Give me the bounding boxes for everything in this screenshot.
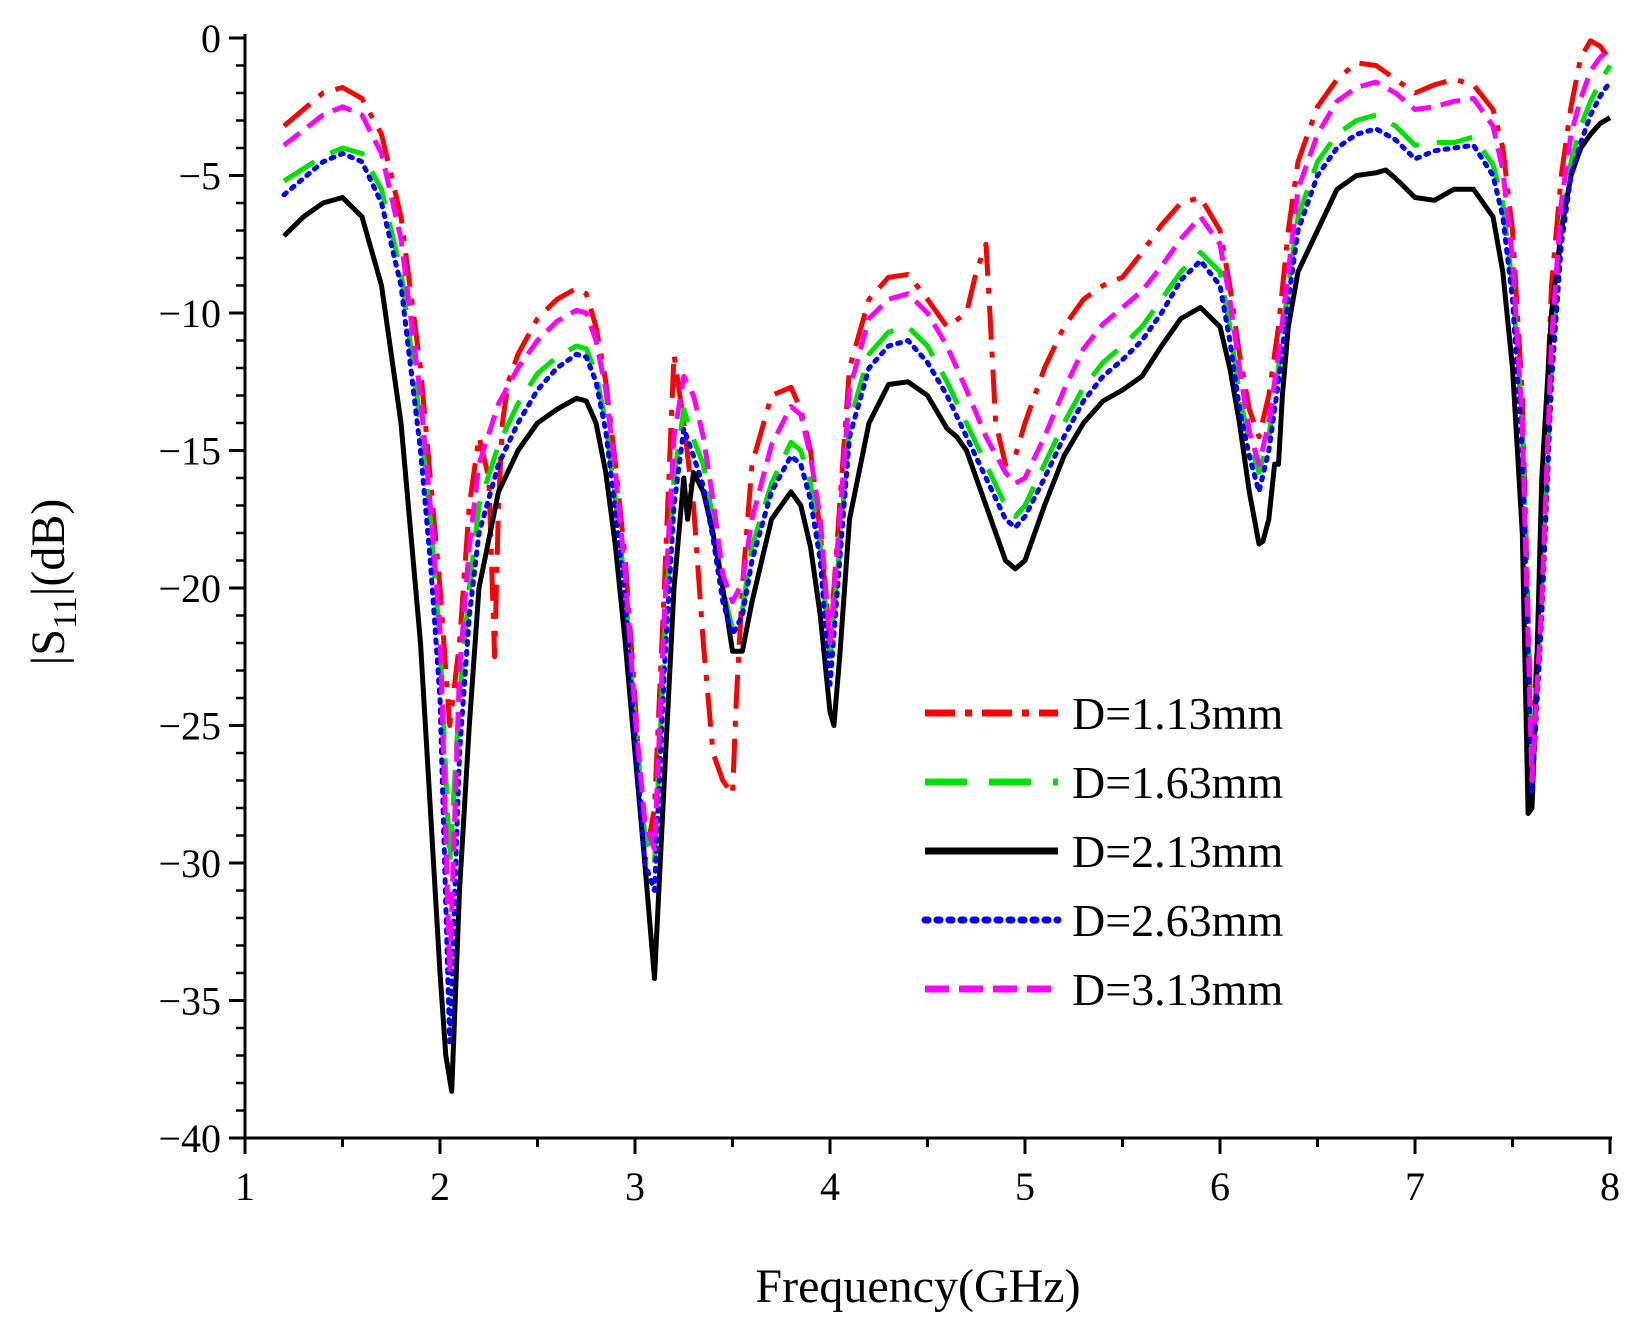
legend-label: D=1.63mm bbox=[1072, 757, 1283, 808]
x-tick-label: 4 bbox=[820, 1164, 840, 1209]
series-line-d-3-13mm bbox=[282, 47, 1612, 976]
series-layer bbox=[281, 38, 1613, 1094]
x-tick-label: 3 bbox=[625, 1164, 645, 1209]
y-tick-label: −25 bbox=[158, 704, 221, 749]
x-tick-label: 5 bbox=[1015, 1164, 1035, 1209]
ticks-layer: 1 2 3 4 5 6 7 8 0 −5 −10 −15 −20 −25 −30 −35 −40 bbox=[158, 16, 1620, 1209]
y-tick-label: −40 bbox=[158, 1116, 221, 1161]
y-tick-label: −5 bbox=[178, 154, 221, 199]
legend-label: D=1.13mm bbox=[1072, 688, 1283, 739]
series-line-d-2-13mm bbox=[282, 115, 1612, 1094]
series-line-d-1-13mm bbox=[282, 38, 1613, 866]
y-axis-title-prefix: |S bbox=[22, 629, 75, 665]
x-tick-label: 1 bbox=[235, 1164, 255, 1209]
y-tick-label: −20 bbox=[158, 566, 221, 611]
y-tick-label: 0 bbox=[201, 16, 221, 61]
x-tick-label: 6 bbox=[1210, 1164, 1230, 1209]
legend-label: D=3.13mm bbox=[1072, 964, 1283, 1015]
series-line-d-1-63mm bbox=[282, 64, 1613, 866]
x-axis-title: Frequency(GHz) bbox=[755, 1260, 1080, 1313]
x-tick-label: 2 bbox=[430, 1164, 450, 1209]
x-tick-label: 7 bbox=[1405, 1164, 1425, 1209]
legend-label: D=2.13mm bbox=[1072, 826, 1283, 877]
x-tick-label: 8 bbox=[1600, 1164, 1620, 1209]
legend-label: D=2.63mm bbox=[1072, 895, 1283, 946]
y-axis-title: |S11|(dB) bbox=[22, 499, 84, 666]
y-axis-title-suffix: |(dB) bbox=[22, 499, 75, 597]
y-tick-label: −15 bbox=[158, 429, 221, 474]
legend: D=1.13mm D=1.63mm D=2.13mm D=2.63mm D=3.13mm bbox=[921, 688, 1283, 1015]
y-axis-title-subscript: 11 bbox=[47, 596, 84, 629]
y-tick-label: −10 bbox=[158, 291, 221, 336]
series-line-d-2-63mm bbox=[281, 79, 1613, 1045]
y-tick-label: −35 bbox=[158, 979, 221, 1024]
y-tick-label: −30 bbox=[158, 841, 221, 886]
